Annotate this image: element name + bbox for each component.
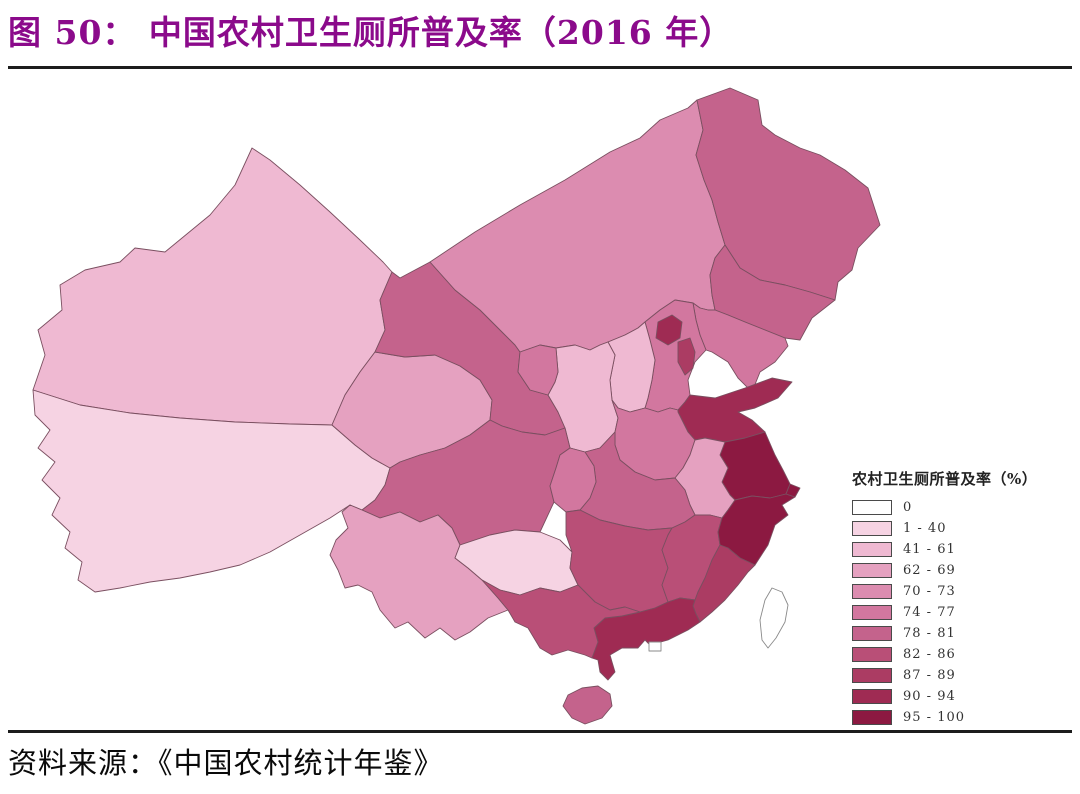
legend-row: 78 - 81: [852, 626, 1067, 641]
province-guangxi: [481, 579, 641, 659]
legend-swatch: [852, 542, 892, 557]
province-hainan: [562, 685, 613, 725]
legend-swatch: [852, 605, 892, 620]
title-rule: [8, 66, 1072, 69]
legend-row: 82 - 86: [852, 647, 1067, 662]
legend-swatch: [852, 668, 892, 683]
legend-row: 0: [852, 500, 1067, 515]
province-tianjin: [677, 337, 696, 376]
legend: 农村卫生厕所普及率（%） 0 1 - 40 41 - 61 62 - 69 70 - 7…: [852, 468, 1067, 725]
source-text: 资料来源：《中国农村统计年鉴》: [8, 746, 444, 780]
legend-row: 74 - 77: [852, 605, 1067, 620]
taiwan-island: [759, 587, 789, 649]
legend-rows: 0 1 - 40 41 - 61 62 - 69 70 - 73 74 - 77 78 - …: [852, 500, 1067, 725]
legend-row: 1 - 40: [852, 521, 1067, 536]
legend-label: 90 - 94: [903, 689, 956, 704]
legend-title: 农村卫生厕所普及率（%）: [852, 470, 1038, 488]
province-ningxia: [517, 344, 559, 396]
legend-swatch: [852, 500, 892, 515]
legend-label: 1 - 40: [903, 521, 947, 536]
province-yunnan: [329, 504, 509, 641]
legend-swatch: [852, 626, 892, 641]
hongkong-box: [648, 641, 662, 652]
legend-label: 41 - 61: [903, 542, 956, 557]
legend-swatch: [852, 647, 892, 662]
legend-label: 0: [903, 500, 913, 515]
province-fujian: [692, 544, 756, 623]
legend-label: 87 - 89: [903, 668, 956, 683]
source-rule: [8, 730, 1072, 733]
province-xizang: [32, 389, 391, 593]
province-shanghai: [785, 483, 801, 498]
province-beijing: [655, 314, 683, 346]
province-heilongjiang: [695, 87, 881, 301]
legend-swatch: [852, 584, 892, 599]
legend-row: 90 - 94: [852, 689, 1067, 704]
province-xinjiang: [32, 147, 393, 426]
provinces: [32, 87, 881, 725]
page-title: 图 50： 中国农村卫生厕所普及率（2016 年）: [8, 13, 734, 52]
legend-label: 74 - 77: [903, 605, 956, 620]
legend-label: 78 - 81: [903, 626, 956, 641]
legend-label: 62 - 69: [903, 563, 956, 578]
legend-row: 87 - 89: [852, 668, 1067, 683]
legend-swatch: [852, 563, 892, 578]
legend-row: 95 - 100: [852, 710, 1067, 725]
legend-row: 70 - 73: [852, 584, 1067, 599]
legend-row: 41 - 61: [852, 542, 1067, 557]
province-shandong: [677, 377, 793, 443]
legend-label: 70 - 73: [903, 584, 956, 599]
legend-swatch: [852, 689, 892, 704]
legend-label: 95 - 100: [903, 710, 966, 725]
legend-swatch: [852, 710, 892, 725]
legend-swatch: [852, 521, 892, 536]
legend-row: 62 - 69: [852, 563, 1067, 578]
province-jiangsu: [719, 431, 791, 501]
legend-label: 82 - 86: [903, 647, 956, 662]
